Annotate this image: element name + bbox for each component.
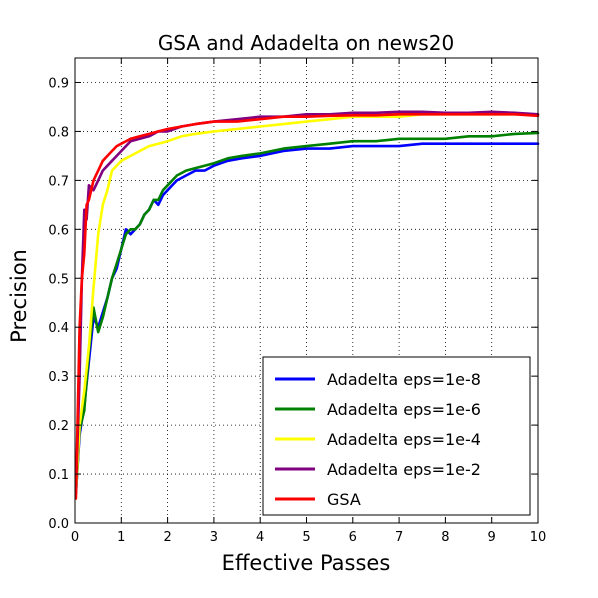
legend-label-adadelta-eps-1e-8: Adadelta eps=1e-8 [327,370,481,389]
legend-label-gsa: GSA [327,490,361,509]
y-tick-label: 0.9 [48,76,69,91]
y-tick-label: 0.0 [48,517,69,532]
y-axis-label: Precision [7,249,31,343]
legend-label-adadelta-eps-1e-4: Adadelta eps=1e-4 [327,430,481,449]
y-tick-label: 0.3 [48,370,69,385]
x-tick-label: 2 [163,530,171,545]
x-tick-label: 4 [256,530,264,545]
legend: Adadelta eps=1e-8 Adadelta eps=1e-6 Adadel… [262,356,531,516]
y-tick-label: 0.1 [48,468,69,483]
x-tick-label: 5 [302,530,310,545]
legend-box [262,356,531,516]
x-tick-label: 6 [349,530,357,545]
x-tick-label: 10 [530,530,547,545]
legend-label-adadelta-eps-1e-2: Adadelta eps=1e-2 [327,460,481,479]
y-tick-label: 0.4 [48,321,69,336]
x-axis-label: Effective Passes [222,551,391,575]
plot-area [74,110,540,500]
axis-ticks: 0 1 2 3 4 5 6 7 8 9 10 0.0 0.1 0.2 0.3 0.4 0.5 0.6 0.7 0.8 0… [48,58,546,545]
x-tick-label: 8 [441,530,449,545]
y-tick-label: 0.6 [48,223,69,238]
x-tick-label: 9 [488,530,496,545]
chart-title: GSA and Adadelta on news20 [158,31,454,55]
y-tick-label: 0.2 [48,419,69,434]
y-tick-label: 0.8 [48,125,69,140]
x-tick-label: 7 [395,530,403,545]
series-line-adadelta-eps-1e-6 [74,131,540,495]
y-tick-label: 0.5 [48,272,69,287]
x-tick-label: 1 [117,530,125,545]
y-tick-label: 0.7 [48,174,69,189]
x-tick-label: 3 [210,530,218,545]
x-tick-label: 0 [71,530,79,545]
legend-label-adadelta-eps-1e-6: Adadelta eps=1e-6 [327,400,481,419]
series-line-gsa [74,113,540,500]
